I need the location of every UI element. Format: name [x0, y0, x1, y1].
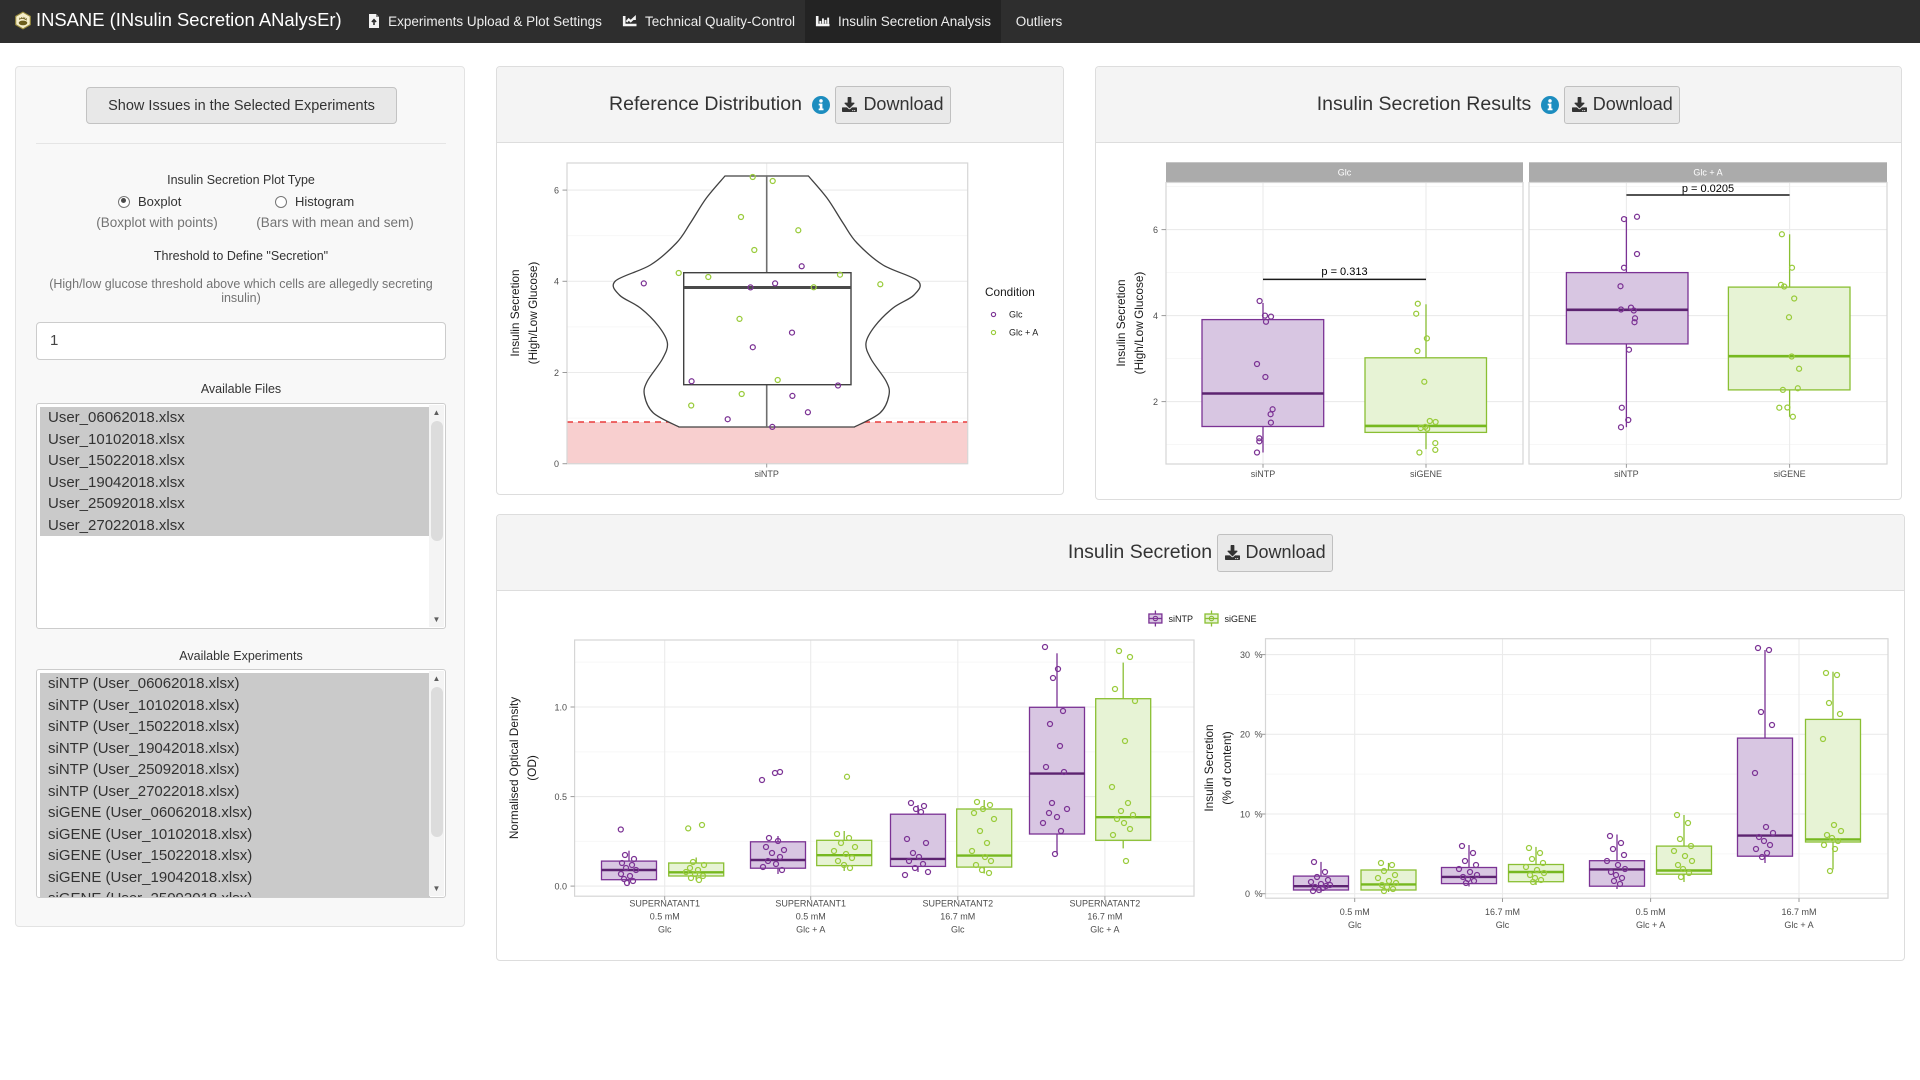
- svg-text:20: 20: [1240, 730, 1250, 740]
- svg-text:%: %: [1255, 650, 1263, 660]
- svg-text:2: 2: [554, 368, 559, 378]
- svg-text:6: 6: [554, 185, 559, 195]
- svg-text:Glc + A: Glc + A: [1090, 925, 1119, 935]
- svg-text:0: 0: [554, 459, 559, 469]
- svg-text:Glc: Glc: [658, 925, 672, 935]
- svg-text:16.7 mM: 16.7 mM: [1087, 912, 1122, 922]
- svg-text:siNTP: siNTP: [754, 469, 779, 479]
- svg-text:SUPERNATANT1: SUPERNATANT1: [629, 899, 700, 909]
- svg-text:siNTP: siNTP: [1251, 469, 1276, 479]
- svg-text:(High/Low Glucose): (High/Low Glucose): [1132, 272, 1146, 375]
- svg-text:0.5 mM: 0.5 mM: [650, 912, 680, 922]
- svg-text:Insulin Secretion: Insulin Secretion: [1202, 724, 1216, 811]
- svg-text:(OD): (OD): [525, 755, 539, 781]
- svg-text:%: %: [1255, 889, 1263, 899]
- svg-text:16.7 mM: 16.7 mM: [1781, 907, 1816, 917]
- svg-text:p = 0.313: p = 0.313: [1321, 266, 1367, 278]
- svg-text:siGENE: siGENE: [1774, 469, 1806, 479]
- svg-text:10: 10: [1240, 809, 1250, 819]
- svg-text:4: 4: [1153, 311, 1158, 321]
- svg-text:0: 0: [1245, 889, 1250, 899]
- svg-text:0.5 mM: 0.5 mM: [1636, 907, 1666, 917]
- svg-text:siNTP: siNTP: [1614, 469, 1639, 479]
- svg-text:Glc + A: Glc + A: [1009, 328, 1038, 338]
- svg-text:siGENE: siGENE: [1225, 614, 1257, 624]
- svg-text:siGENE: siGENE: [1410, 469, 1442, 479]
- svg-text:16.7 mM: 16.7 mM: [940, 912, 975, 922]
- svg-text:Glc + A: Glc + A: [796, 925, 825, 935]
- svg-text:4: 4: [554, 277, 559, 287]
- svg-text:Condition: Condition: [985, 285, 1035, 299]
- svg-text:0.5 mM: 0.5 mM: [796, 912, 826, 922]
- svg-text:(High/Low Glucose): (High/Low Glucose): [526, 262, 540, 365]
- svg-text:%: %: [1255, 730, 1263, 740]
- svg-text:0.0: 0.0: [554, 881, 567, 891]
- svg-text:Insulin Secretion: Insulin Secretion: [508, 269, 522, 356]
- svg-text:2: 2: [1153, 397, 1158, 407]
- svg-text:1.0: 1.0: [554, 702, 567, 712]
- svg-text:Glc: Glc: [1009, 310, 1023, 320]
- svg-text:Insulin Secretion: Insulin Secretion: [1114, 279, 1128, 366]
- svg-text:6: 6: [1153, 225, 1158, 235]
- svg-text:0.5 mM: 0.5 mM: [1340, 907, 1370, 917]
- svg-text:Glc: Glc: [1348, 920, 1362, 930]
- svg-text:SUPERNATANT2: SUPERNATANT2: [922, 899, 993, 909]
- svg-text:0.5: 0.5: [554, 792, 567, 802]
- svg-text:Glc: Glc: [951, 925, 965, 935]
- svg-text:16.7 mM: 16.7 mM: [1485, 907, 1520, 917]
- svg-text:Glc + A: Glc + A: [1636, 920, 1665, 930]
- svg-text:SUPERNATANT1: SUPERNATANT1: [775, 899, 846, 909]
- svg-text:p = 0.0205: p = 0.0205: [1682, 183, 1734, 195]
- svg-text:30: 30: [1240, 650, 1250, 660]
- svg-text:Glc + A: Glc + A: [1784, 920, 1813, 930]
- svg-text:SUPERNATANT2: SUPERNATANT2: [1070, 899, 1141, 909]
- svg-text:siNTP: siNTP: [1169, 614, 1194, 624]
- svg-text:Glc + A: Glc + A: [1693, 168, 1722, 178]
- svg-text:Glc: Glc: [1496, 920, 1510, 930]
- svg-text:Glc: Glc: [1338, 168, 1352, 178]
- svg-text:(% of content): (% of content): [1220, 731, 1234, 805]
- svg-text:Normalised Optical Density: Normalised Optical Density: [507, 697, 521, 839]
- svg-text:%: %: [1255, 809, 1263, 819]
